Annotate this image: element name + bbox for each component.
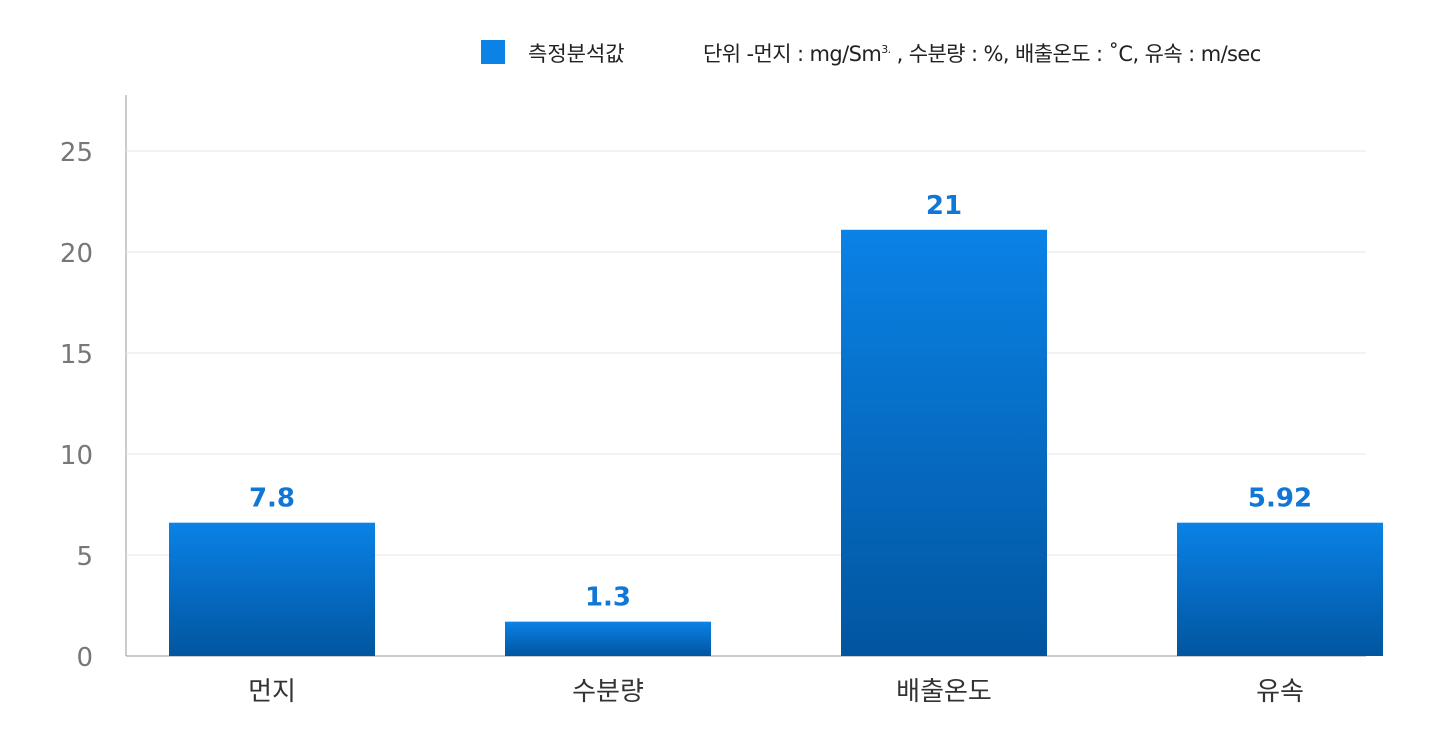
y-tick-label: 5 (76, 542, 93, 572)
data-label: 21 (926, 191, 962, 221)
data-label: 7.8 (249, 484, 295, 514)
bars (169, 229, 1383, 656)
legend-swatch (481, 40, 505, 64)
x-tick-label: 먼지 (248, 677, 296, 707)
legend-label: 측정분석값 (528, 42, 625, 66)
data-label: 1.3 (585, 583, 631, 613)
bar (505, 621, 711, 656)
unit-note-superscript: 3. (881, 43, 891, 56)
unit-note: 단위 -먼지 : mg/Sm3. , 수분량 : %, 배출온도 : ˚C, 유… (703, 38, 1261, 68)
x-tick-label: 배출온도 (896, 677, 992, 707)
bar (169, 522, 375, 656)
x-tick-label: 유속 (1256, 677, 1304, 707)
unit-note-prefix: 단위 -먼지 : mg/Sm (703, 42, 882, 66)
bar (841, 229, 1047, 656)
y-tick-label: 20 (60, 239, 93, 269)
unit-note-suffix: , 수분량 : %, 배출온도 : ˚C, 유속 : m/sec (890, 42, 1262, 66)
y-tick-label: 25 (60, 138, 93, 168)
bar (1177, 522, 1383, 656)
y-tick-label: 15 (60, 340, 93, 370)
y-tick-label: 10 (60, 441, 93, 471)
y-tick-label: 0 (76, 643, 93, 673)
x-tick-label: 수분량 (572, 677, 644, 707)
labels: 0 5 10 15 20 25 7.8 먼지 1.3 수분량 21 배출온도 5.92 유속 (60, 138, 1312, 707)
data-label: 5.92 (1248, 484, 1312, 514)
